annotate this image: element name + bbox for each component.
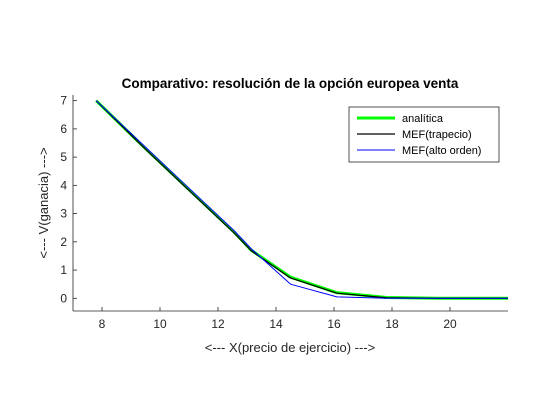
x-tick-label: 8 xyxy=(99,317,106,331)
legend-label-3: MEF(alto orden) xyxy=(402,145,481,157)
x-tick-label: 14 xyxy=(269,317,283,331)
x-tick-label: 16 xyxy=(327,317,341,331)
x-tick-label: 10 xyxy=(153,317,167,331)
series-layer xyxy=(95,99,508,300)
y-tick-label: 7 xyxy=(60,94,67,108)
series-line-3 xyxy=(95,100,508,299)
x-ticks: 8 10 12 14 16 18 20 xyxy=(99,307,457,331)
x-axis-title: <--- X(precio de ejercicio) ---> xyxy=(205,340,376,355)
y-ticks: 0 1 2 3 4 5 6 7 xyxy=(60,94,77,305)
y-tick-label: 4 xyxy=(60,178,67,192)
legend-label-1: analítica xyxy=(402,113,444,125)
x-tick-label: 20 xyxy=(443,317,457,331)
y-tick-label: 6 xyxy=(60,122,67,136)
y-tick-label: 1 xyxy=(60,263,67,277)
chart-title: Comparativo: resolución de la opción eur… xyxy=(122,76,459,91)
y-tick-label: 0 xyxy=(60,291,67,305)
legend: analítica MEF(trapecio) MEF(alto orden) xyxy=(348,106,500,163)
legend-items: analítica MEF(trapecio) MEF(alto orden) xyxy=(357,113,481,157)
x-tick-label: 18 xyxy=(385,317,399,331)
y-tick-label: 5 xyxy=(60,150,67,164)
y-axis-title: <--- V(ganacia) ---> xyxy=(36,147,51,258)
legend-label-2: MEF(trapecio) xyxy=(402,129,472,141)
x-tick-label: 12 xyxy=(211,317,225,331)
y-tick-label: 3 xyxy=(60,207,67,221)
y-tick-label: 2 xyxy=(60,235,67,249)
